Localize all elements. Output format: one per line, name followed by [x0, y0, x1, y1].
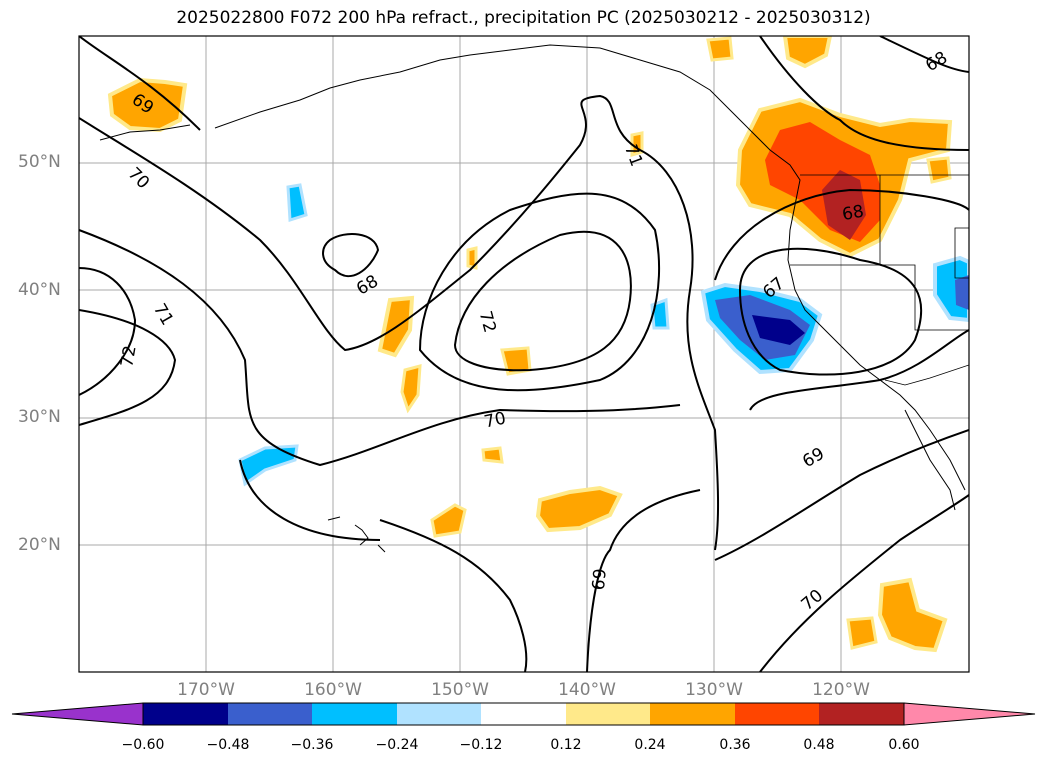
colorbar-tick-label: 0.48: [803, 737, 835, 753]
colorbar-tick-label: −0.36: [290, 737, 334, 753]
lon-label-160w: 160°W: [304, 680, 362, 700]
precip-blob-nw: [107, 77, 188, 133]
contour-label: 70: [798, 586, 827, 615]
precip-blob-top: [782, 36, 833, 69]
contour-label: 68: [841, 202, 866, 225]
contour-label: 69: [799, 444, 828, 472]
precip-neg-core-e: [955, 275, 969, 310]
colorbar-segment: [566, 703, 650, 725]
contour-label: 70: [124, 164, 153, 193]
precip-neg-peak: [752, 315, 805, 345]
political-borders: [790, 174, 969, 386]
colorbar-extend-right: [903, 702, 1036, 726]
contour-label: 68: [922, 48, 951, 76]
colorbar-extend-left: [11, 702, 144, 726]
colorbar-frame: [142, 702, 905, 726]
map-frame: [78, 35, 970, 673]
precip-blob-s1: [535, 485, 623, 533]
colorbar-segment: [312, 703, 397, 725]
contour-label: 71: [149, 300, 177, 329]
lon-label-150w: 150°W: [431, 680, 489, 700]
plot-title: 2025022800 F072 200 hPa refract., precip…: [176, 8, 871, 28]
colorbar-tick-label: 0.36: [719, 737, 751, 753]
lon-label-130w: 130°W: [685, 680, 743, 700]
precip-negative-areas: [238, 183, 969, 487]
colorbar-segment: [819, 703, 904, 725]
precip-neg-blob-c: [650, 297, 670, 330]
colorbar-tick-label: 0.24: [634, 737, 666, 753]
precip-positive-areas: [107, 36, 953, 653]
lat-label-50n: 50°N: [18, 152, 61, 172]
precip-blob-se: [877, 577, 948, 653]
lat-label-20n: 20°N: [18, 535, 61, 555]
colorbar-tick-label: −0.24: [375, 737, 419, 753]
lat-label-30n: 30°N: [18, 407, 61, 427]
colorbar-tick-label: −0.48: [206, 737, 250, 753]
contour-label: 69: [589, 568, 611, 591]
precip-blob-s3: [481, 446, 504, 464]
precip-neg-blob-nw: [286, 183, 308, 223]
lat-label-40n: 40°N: [18, 280, 61, 300]
colorbar-segment: [650, 703, 735, 725]
colorbar-segment: [228, 703, 312, 725]
colorbar-segment: [481, 703, 566, 725]
precip-neg-blob-w: [238, 444, 299, 487]
lon-label-120w: 120°W: [812, 680, 870, 700]
precip-blob-misc2: [466, 246, 478, 270]
colorbar-segment: [143, 703, 228, 725]
refractivity-contours: [79, 36, 969, 672]
colorbar-tick-label: −0.60: [121, 737, 165, 753]
contour-label: 68: [353, 271, 382, 299]
contour-label: 70: [482, 408, 507, 432]
coastlines: [99, 44, 966, 553]
lon-label-170w: 170°W: [177, 680, 235, 700]
precip-blob-s2: [430, 503, 467, 538]
precip-blob-top2: [706, 36, 734, 62]
precip-peak-pnw: [822, 170, 866, 240]
precip-blob-c2: [400, 364, 422, 414]
colorbar-segment: [735, 703, 819, 725]
colorbar-tick-label: −0.12: [459, 737, 503, 753]
colorbar-tick-label: 0.60: [888, 737, 920, 753]
precip-blob-ne: [926, 156, 952, 184]
precip-blob-se2: [846, 616, 878, 650]
colorbar: [11, 702, 1036, 726]
colorbar-segment: [397, 703, 481, 725]
lon-label-140w: 140°W: [558, 680, 616, 700]
map-area: 69 70 71 72 68 72 71 70 69 67 68 68 69 7…: [79, 36, 969, 672]
contour-label: 72: [475, 309, 500, 335]
contour-label: 72: [117, 344, 140, 369]
colorbar-tick-label: 0.12: [550, 737, 582, 753]
graticule: [79, 36, 969, 672]
